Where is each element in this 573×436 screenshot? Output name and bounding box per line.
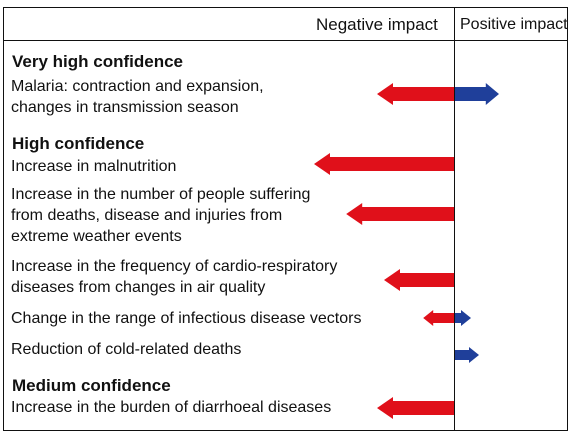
positive-arrow-disease-vectors (455, 310, 471, 326)
header-divider (3, 40, 568, 41)
positive-arrow-cold-deaths (455, 347, 479, 363)
item-malnutrition: Increase in malnutrition (11, 156, 176, 177)
negative-arrow-diarrhoeal (377, 397, 454, 419)
section-title-very-high: Very high confidence (12, 52, 183, 71)
negative-impact-header: Negative impact (316, 15, 438, 34)
negative-arrow-malnutrition (314, 153, 454, 175)
item-malaria: Malaria: contraction and expansion, chan… (11, 76, 264, 118)
item-line: Increase in the number of people sufferi… (11, 186, 311, 203)
item-disease-vectors: Change in the range of infectious diseas… (11, 308, 361, 329)
negative-arrow-extreme-weather (346, 203, 454, 225)
item-diarrhoeal: Increase in the burden of diarrhoeal dis… (11, 397, 331, 418)
item-line: Increase in the burden of diarrhoeal dis… (11, 399, 332, 416)
item-line: from deaths, disease and injuries from (11, 207, 283, 224)
zero-axis-line (454, 7, 455, 431)
item-line: diseases from changes in air quality (11, 279, 266, 296)
item-line: changes in transmission season (11, 99, 239, 116)
item-line: Malaria: contraction and expansion, (11, 78, 264, 95)
section-title-high: High confidence (12, 134, 145, 153)
item-line: Reduction of cold-related deaths (11, 341, 242, 358)
item-line: Increase in the frequency of cardio-resp… (11, 258, 338, 275)
item-air-quality: Increase in the frequency of cardio-resp… (11, 256, 337, 298)
item-cold-deaths: Reduction of cold-related deaths (11, 339, 241, 360)
item-extreme-weather: Increase in the number of people sufferi… (11, 184, 310, 247)
item-line: Increase in malnutrition (11, 158, 177, 175)
positive-arrow-malaria (455, 83, 499, 105)
negative-arrow-malaria (377, 83, 454, 105)
item-line: Change in the range of infectious diseas… (11, 310, 362, 327)
figure-frame (3, 7, 568, 431)
section-title-medium: Medium confidence (12, 376, 171, 395)
item-line: extreme weather events (11, 228, 182, 245)
negative-arrow-disease-vectors (423, 310, 454, 326)
negative-arrow-air-quality (384, 269, 454, 291)
positive-impact-header: Positive impact (460, 16, 568, 33)
